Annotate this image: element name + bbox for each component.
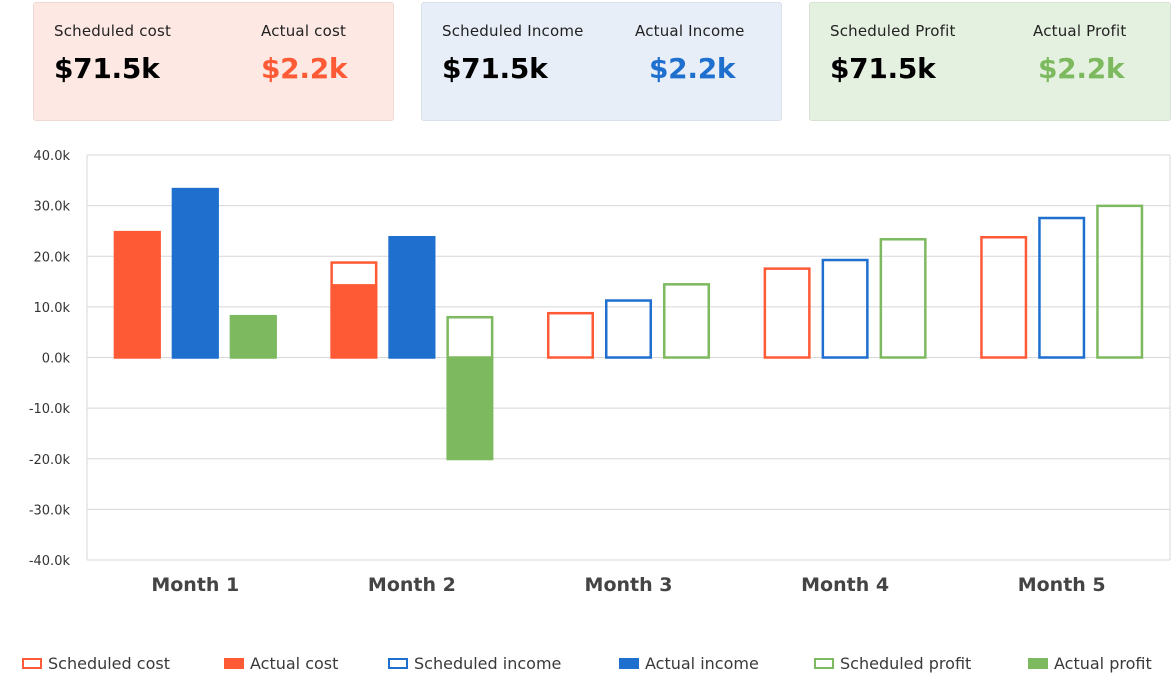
scheduled-cost-value: $71.5k	[54, 52, 160, 85]
chart-legend: Scheduled cost Actual cost Scheduled incom…	[0, 655, 1175, 675]
actual-income-label: Actual Income	[635, 22, 745, 40]
legend-label: Actual profit	[1054, 654, 1152, 673]
legend-label: Actual income	[645, 654, 759, 673]
bar-scheduled-profit	[446, 315, 494, 359]
legend-item: Actual cost	[224, 655, 338, 673]
legend-swatch	[22, 658, 42, 669]
legend-swatch	[1028, 658, 1048, 669]
legend-swatch	[814, 658, 834, 669]
scheduled-income-value: $71.5k	[442, 52, 548, 85]
bar-actual-profit	[229, 314, 277, 358]
actual-profit-label: Actual Profit	[1033, 22, 1127, 40]
actual-income-metric: Actual Income $2.2k	[635, 22, 745, 85]
y-tick-label: 0.0k	[42, 352, 71, 367]
y-tick-label: -40.0k	[29, 554, 71, 569]
x-category-label: Month 3	[585, 574, 673, 596]
actual-income-value: $2.2k	[649, 52, 736, 85]
bar-actual-income	[388, 236, 436, 358]
scheduled-profit-label: Scheduled Profit	[830, 22, 956, 40]
legend-item: Actual income	[619, 655, 759, 673]
bar-scheduled-profit	[663, 283, 710, 359]
legend-label: Scheduled cost	[48, 654, 170, 673]
x-category-label: Month 2	[368, 574, 456, 596]
x-category-label: Month 5	[1018, 574, 1106, 596]
legend-item: Scheduled profit	[814, 655, 971, 673]
bar-scheduled-income	[1038, 216, 1086, 359]
bar-actual-income	[171, 187, 219, 358]
scheduled-cost-label: Scheduled cost	[54, 22, 172, 40]
cost-summary-card: Scheduled cost $71.5k Actual cost $2.2k	[33, 2, 394, 121]
x-category-label: Month 4	[801, 574, 889, 596]
x-category-label: Month 1	[151, 574, 239, 596]
scheduled-income-metric: Scheduled Income $71.5k	[442, 22, 584, 85]
y-tick-label: -30.0k	[29, 503, 71, 518]
bar-scheduled-cost	[763, 267, 811, 359]
scheduled-profit-metric: Scheduled Profit $71.5k	[830, 22, 956, 85]
actual-profit-metric: Actual Profit $2.2k	[1033, 22, 1127, 85]
y-tick-label: 10.0k	[34, 301, 71, 316]
actual-cost-value: $2.2k	[261, 52, 348, 85]
bar-actual-cost	[113, 230, 161, 358]
y-tick-label: -20.0k	[29, 453, 71, 468]
legend-swatch	[388, 658, 408, 669]
legend-item: Scheduled cost	[22, 655, 170, 673]
legend-item: Scheduled income	[388, 655, 561, 673]
actual-cost-label: Actual cost	[261, 22, 347, 40]
legend-item: Actual profit	[1028, 655, 1152, 673]
y-tick-label: 20.0k	[34, 250, 71, 265]
bar-scheduled-income	[605, 299, 652, 359]
bar-scheduled-profit	[1096, 204, 1144, 359]
bar-scheduled-cost	[547, 311, 594, 359]
y-tick-label: 40.0k	[34, 149, 71, 164]
monthly-bar-chart: 40.0k 30.0k 20.0k 10.0k 0.0k -10.0k -20.0k -30.…	[29, 149, 1171, 596]
legend-label: Actual cost	[250, 654, 339, 673]
y-tick-label: 30.0k	[34, 200, 71, 215]
legend-swatch	[224, 658, 244, 669]
legend-swatch	[619, 658, 639, 669]
bar-scheduled-cost	[980, 236, 1028, 359]
income-summary-card: Scheduled Income $71.5k Actual Income $2…	[421, 2, 782, 121]
legend-label: Scheduled profit	[840, 654, 972, 673]
scheduled-income-label: Scheduled Income	[442, 22, 584, 40]
scheduled-profit-value: $71.5k	[830, 52, 936, 85]
y-tick-label: -10.0k	[29, 402, 71, 417]
bar-scheduled-profit	[879, 238, 927, 359]
actual-profit-value: $2.2k	[1038, 52, 1125, 85]
profit-summary-card: Scheduled Profit $71.5k Actual Profit $2…	[809, 2, 1171, 121]
bar-actual-cost	[330, 284, 378, 358]
bar-actual-profit	[446, 357, 494, 461]
legend-label: Scheduled income	[414, 654, 562, 673]
actual-cost-metric: Actual cost $2.2k	[261, 22, 348, 85]
bar-scheduled-income	[821, 258, 869, 359]
scheduled-cost-metric: Scheduled cost $71.5k	[54, 22, 171, 85]
